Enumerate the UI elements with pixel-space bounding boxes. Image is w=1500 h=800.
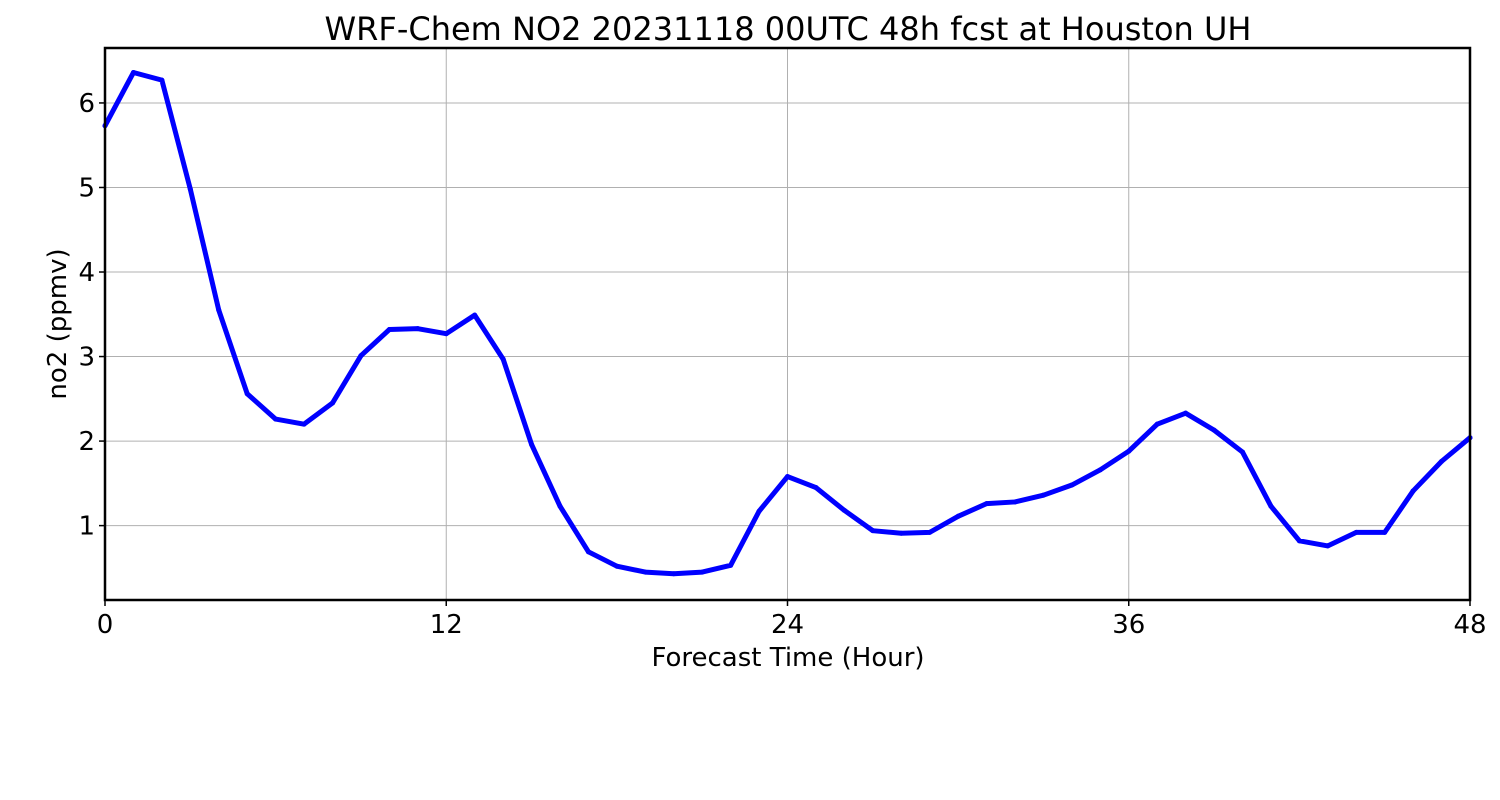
chart-title: WRF-Chem NO2 20231118 00UTC 48h fcst at … bbox=[325, 10, 1252, 48]
data-point bbox=[273, 416, 279, 422]
data-point bbox=[216, 307, 222, 313]
data-point bbox=[1097, 467, 1103, 473]
data-point bbox=[955, 513, 961, 519]
data-point bbox=[1382, 529, 1388, 535]
y-tick-label: 2 bbox=[78, 427, 95, 457]
data-point bbox=[642, 569, 648, 575]
y-tick-label: 5 bbox=[78, 173, 95, 203]
data-point bbox=[443, 331, 449, 337]
data-point bbox=[130, 70, 136, 76]
data-point bbox=[785, 474, 790, 480]
data-point bbox=[1154, 421, 1160, 427]
data-point bbox=[699, 569, 705, 575]
data-point bbox=[756, 508, 762, 514]
data-point bbox=[1325, 543, 1331, 549]
grid-lines bbox=[104, 48, 1471, 600]
data-point bbox=[1439, 458, 1445, 464]
x-axis-label: Forecast Time (Hour) bbox=[651, 643, 924, 673]
data-point bbox=[159, 77, 165, 83]
data-point bbox=[1211, 427, 1217, 433]
data-point bbox=[585, 549, 591, 555]
data-point bbox=[1410, 488, 1416, 494]
data-point bbox=[1069, 482, 1075, 488]
x-tick-label: 48 bbox=[1453, 610, 1486, 640]
x-axis-ticks: 0 12 24 36 48 bbox=[97, 600, 1487, 640]
data-point bbox=[1126, 448, 1132, 454]
data-point bbox=[728, 562, 734, 568]
y-tick-label: 1 bbox=[78, 512, 95, 542]
data-point bbox=[472, 312, 478, 318]
y-tick-label: 3 bbox=[78, 343, 95, 373]
x-tick-label: 12 bbox=[430, 610, 463, 640]
y-tick-label: 4 bbox=[78, 258, 95, 288]
y-axis-ticks: 1 2 3 4 5 6 bbox=[78, 89, 105, 542]
x-tick-label: 0 bbox=[97, 610, 114, 640]
data-point bbox=[187, 186, 193, 192]
data-point bbox=[358, 353, 364, 359]
data-point bbox=[500, 356, 506, 362]
data-point bbox=[614, 563, 620, 569]
data-point bbox=[927, 529, 933, 535]
data-point bbox=[529, 441, 535, 447]
data-point bbox=[671, 571, 677, 577]
data-point bbox=[1268, 503, 1274, 509]
data-point bbox=[301, 421, 307, 427]
data-point bbox=[898, 530, 904, 536]
data-point bbox=[984, 501, 990, 507]
data-point bbox=[870, 528, 876, 534]
data-point bbox=[330, 400, 335, 406]
x-tick-label: 36 bbox=[1112, 610, 1145, 640]
data-point bbox=[813, 485, 819, 491]
data-point bbox=[244, 391, 250, 397]
data-point bbox=[415, 326, 421, 332]
data-point bbox=[841, 507, 847, 513]
data-point bbox=[1240, 449, 1245, 455]
data-point bbox=[1183, 410, 1189, 416]
data-point bbox=[1040, 492, 1046, 498]
data-point bbox=[557, 503, 563, 509]
data-point bbox=[1296, 538, 1302, 544]
data-point bbox=[1353, 529, 1359, 535]
data-point bbox=[1012, 499, 1018, 505]
data-point bbox=[386, 326, 392, 332]
y-axis-label: no2 (ppmv) bbox=[43, 248, 73, 399]
y-tick-label: 6 bbox=[78, 89, 95, 119]
x-tick-label: 24 bbox=[771, 610, 804, 640]
